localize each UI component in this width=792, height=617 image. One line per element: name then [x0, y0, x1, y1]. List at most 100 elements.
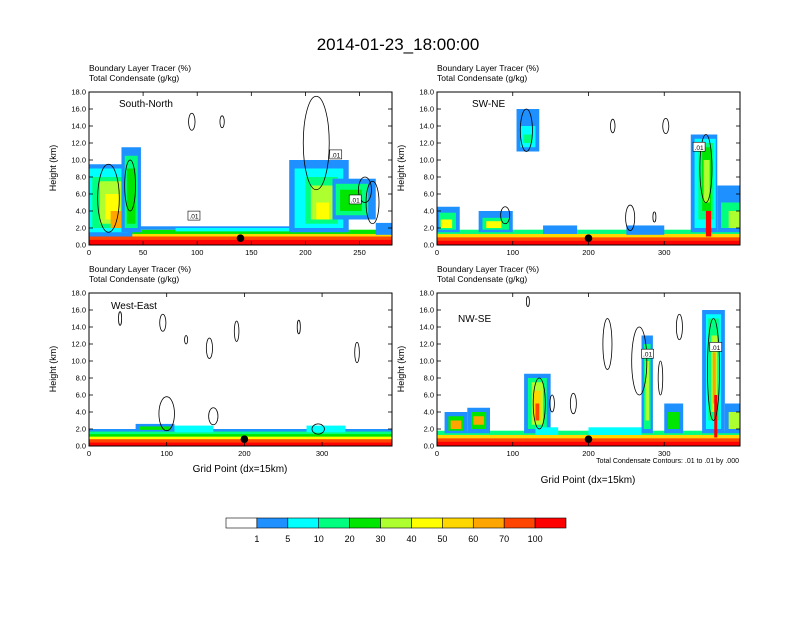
panel-3-name: West-East — [111, 301, 157, 312]
plot-frame — [88, 91, 393, 246]
panel-3-label-bottom: Total Condensate (g/kg) — [89, 274, 179, 284]
colorbar-swatch — [318, 517, 350, 529]
colorbar-label: 60 — [468, 534, 478, 544]
condensate-contour — [208, 407, 219, 426]
y-tick-label: 0.0 — [424, 442, 434, 451]
y-tick-label: 4.0 — [424, 207, 434, 216]
y-tick-label: 16.0 — [419, 306, 434, 315]
condensate-contour — [625, 204, 636, 231]
y-tick-label: 8.0 — [76, 374, 86, 383]
y-tick-label: 8.0 — [76, 173, 86, 182]
x-tick-label: 0 — [435, 248, 439, 257]
y-tick-label: 18.0 — [71, 289, 86, 298]
shaded-region — [174, 425, 214, 433]
y-tick-label: 6.0 — [76, 391, 86, 400]
shaded-region — [473, 416, 484, 425]
contour-label: .01 — [331, 152, 340, 159]
panel-sw-ne: Boundary Layer Tracer (%) Total Condensa… — [396, 63, 741, 257]
condensate-contour — [652, 211, 657, 223]
condensate-contour — [159, 313, 167, 332]
colorbar-label: 20 — [345, 534, 355, 544]
condensate-contour — [610, 118, 616, 134]
contour-label-box — [641, 348, 654, 359]
y-tick-label: 2.0 — [424, 224, 434, 233]
x-tick-label: 150 — [245, 248, 258, 257]
y-tick-label: 12.0 — [419, 139, 434, 148]
location-marker — [584, 234, 593, 242]
contour-label: .01 — [711, 345, 720, 352]
colorbar-label: 100 — [528, 534, 543, 544]
condensate-contour — [124, 159, 136, 212]
contour-label-box — [187, 210, 201, 221]
y-tick-label: 10.0 — [71, 357, 86, 366]
shaded-region — [728, 211, 740, 228]
y-tick-label: 16.0 — [71, 306, 86, 315]
x-tick-label: 200 — [238, 449, 251, 458]
panel-3-ylabel: Height (km) — [48, 346, 58, 393]
panel-2-ylabel: Height (km) — [396, 145, 406, 192]
colorbar-swatch — [472, 517, 505, 529]
panel-4-name: NW-SE — [458, 314, 491, 325]
shaded-region — [126, 168, 136, 224]
y-tick-label: 0.0 — [76, 442, 86, 451]
shaded-region — [316, 202, 330, 220]
panel-4-ylabel: Height (km) — [396, 346, 406, 393]
y-tick-label: 18.0 — [419, 289, 434, 298]
panel-1-label-top: Boundary Layer Tracer (%) — [89, 63, 191, 73]
contour-label-box — [709, 342, 723, 352]
y-tick-label: 12.0 — [419, 340, 434, 349]
colorbar-swatch — [411, 517, 443, 529]
shaded-region — [440, 219, 453, 228]
colorbar-swatch — [256, 517, 289, 529]
condensate-contour — [602, 318, 613, 370]
shaded-region — [486, 221, 502, 228]
location-marker — [240, 435, 249, 444]
x-tick-label: 300 — [658, 449, 671, 458]
condensate-contour — [657, 360, 664, 396]
y-tick-label: 4.0 — [424, 408, 434, 417]
condensate-contour — [675, 313, 683, 341]
y-tick-label: 14.0 — [419, 323, 434, 332]
y-tick-label: 8.0 — [424, 374, 434, 383]
y-tick-label: 18.0 — [71, 88, 86, 97]
condensate-contour — [302, 95, 330, 191]
condensate-contour — [184, 335, 189, 345]
shaded-region — [523, 134, 533, 143]
colorbar-label: 50 — [437, 534, 447, 544]
shaded-region — [703, 160, 710, 203]
x-tick-label: 100 — [160, 449, 173, 458]
condensate-contour — [549, 394, 555, 413]
y-tick-label: 4.0 — [76, 207, 86, 216]
colorbar-swatch — [503, 517, 536, 529]
colorbar-swatch — [349, 517, 381, 529]
condensate-contour — [707, 318, 720, 421]
y-tick-label: 4.0 — [76, 408, 86, 417]
x-tick-label: 200 — [299, 248, 312, 257]
y-tick-label: 10.0 — [71, 156, 86, 165]
x-tick-label: 300 — [316, 449, 329, 458]
panel-south-north: Boundary Layer Tracer (%) Total Condensa… — [48, 63, 393, 257]
y-tick-label: 6.0 — [76, 190, 86, 199]
condensate-contour — [532, 377, 546, 430]
condensate-contour — [569, 392, 577, 415]
y-tick-label: 0.0 — [76, 241, 86, 250]
colorbar-label: 1 — [254, 534, 259, 544]
condensate-contour — [97, 163, 120, 233]
contour-label: .01 — [643, 352, 652, 359]
contour-label-box — [329, 149, 343, 160]
y-tick-label: 2.0 — [76, 425, 86, 434]
shaded-region — [668, 412, 680, 429]
y-tick-label: 16.0 — [71, 105, 86, 114]
shaded-region — [712, 352, 716, 404]
x-tick-label: 100 — [191, 248, 204, 257]
x-tick-label: 0 — [435, 449, 439, 458]
x-tick-label: 0 — [87, 449, 91, 458]
colorbar-swatch — [380, 517, 412, 529]
colorbar-swatch — [225, 517, 258, 529]
y-tick-label: 6.0 — [424, 190, 434, 199]
condensate-contour — [205, 337, 213, 359]
shaded-region — [89, 442, 392, 446]
x-tick-label: 250 — [353, 248, 366, 257]
shaded-region — [175, 228, 306, 232]
y-tick-label: 10.0 — [419, 156, 434, 165]
